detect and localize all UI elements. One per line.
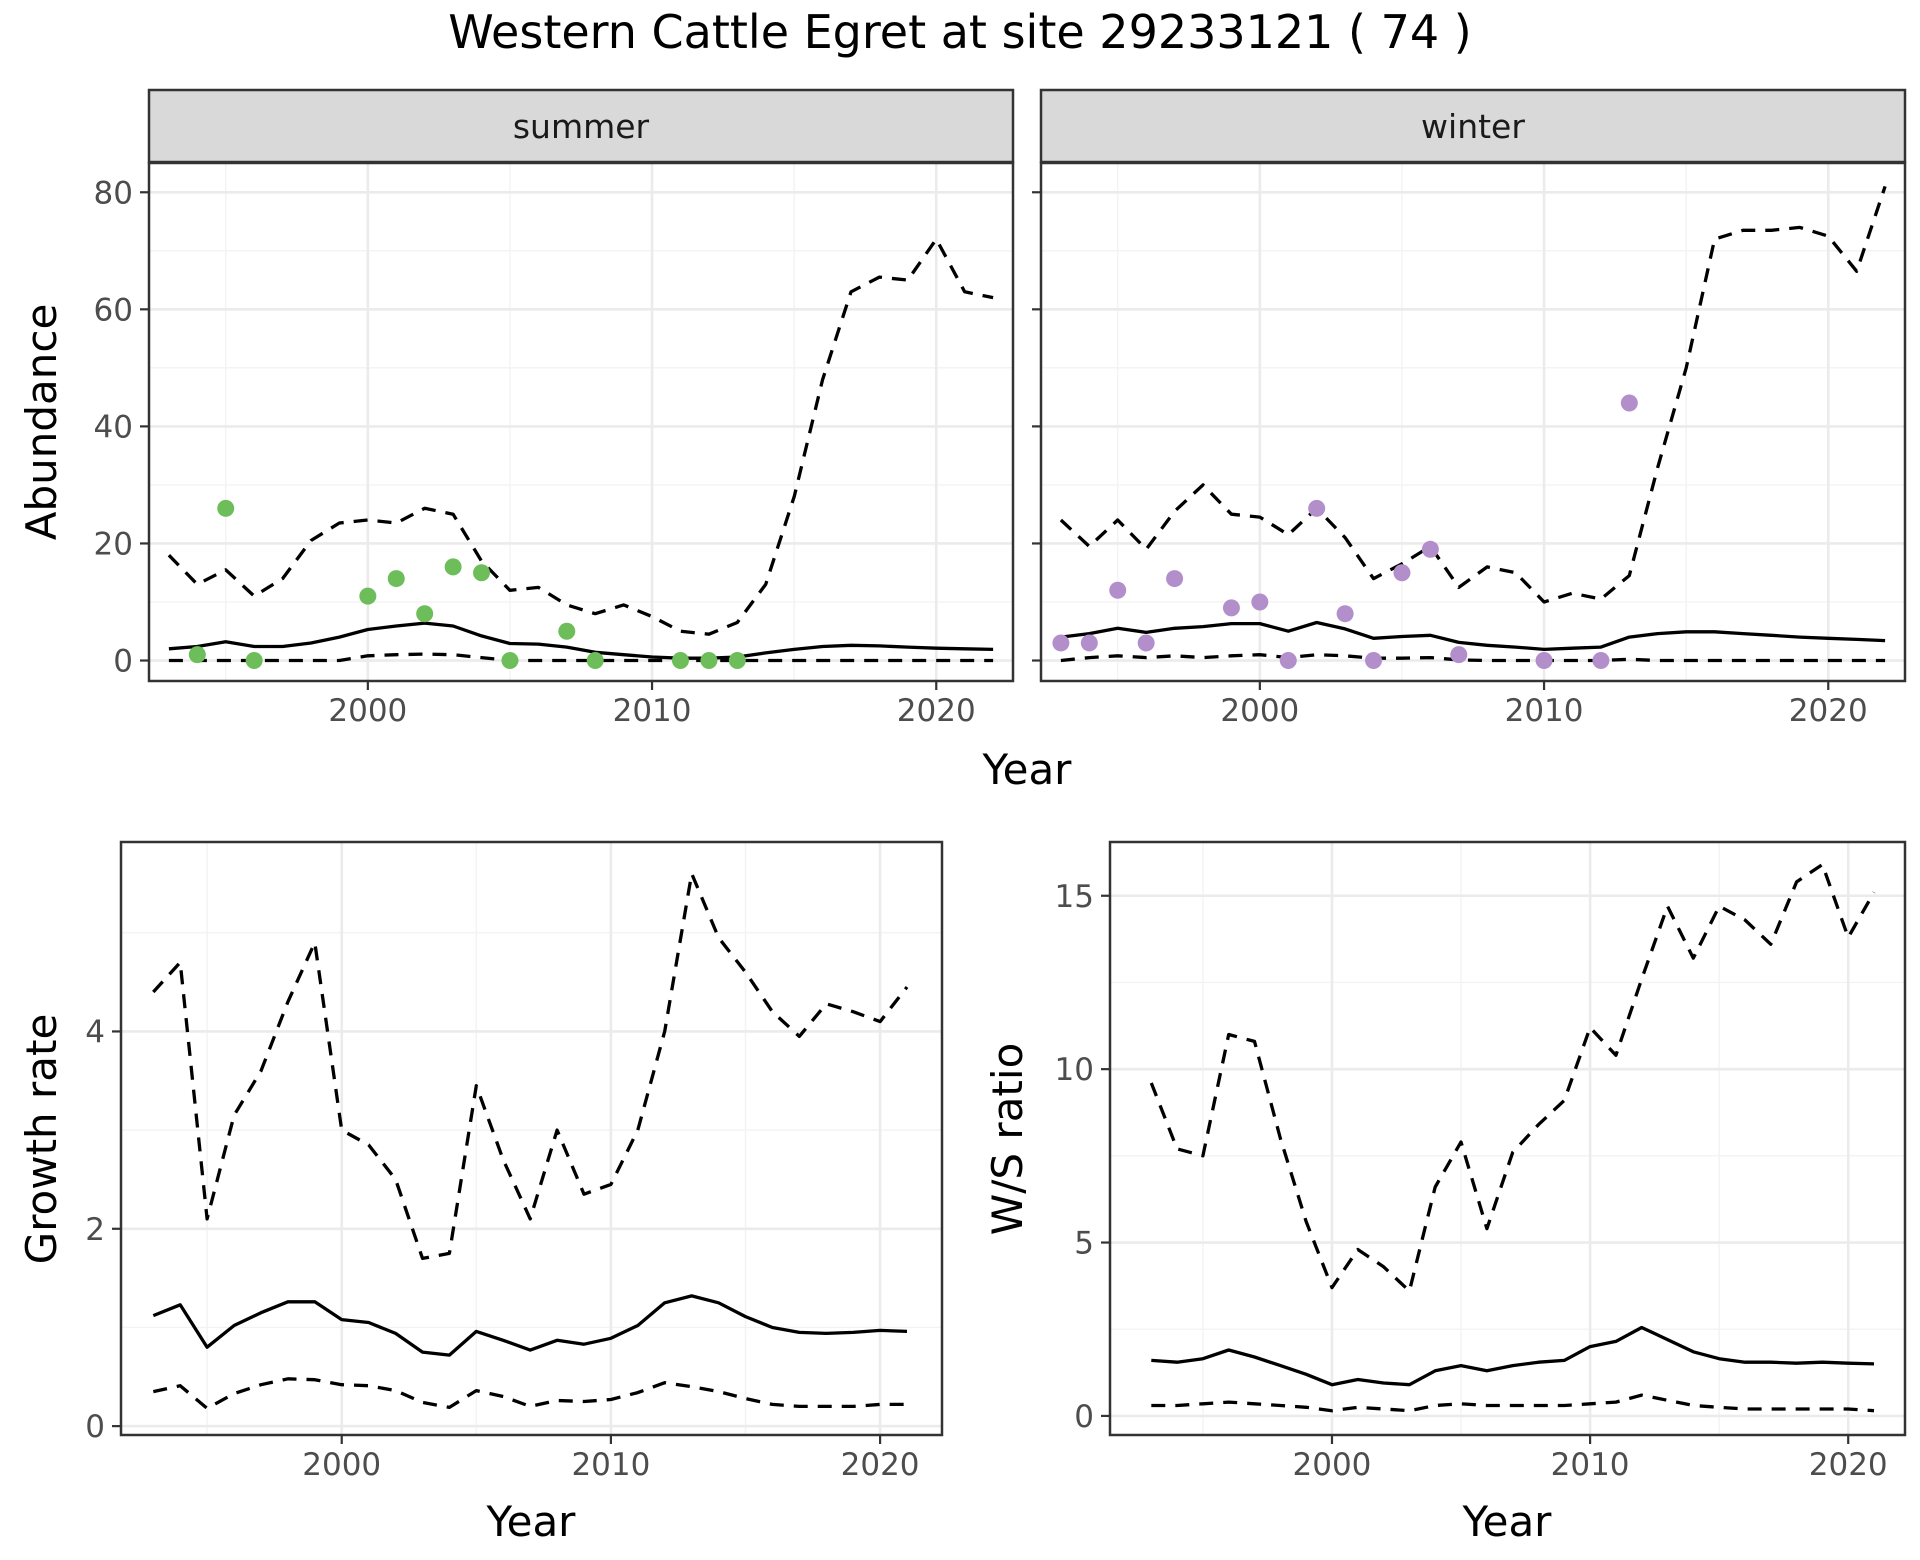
data-point (501, 652, 519, 670)
y-axis-title: W/S ratio (983, 1043, 1032, 1236)
data-point (473, 564, 491, 582)
data-point (1052, 634, 1070, 652)
y-tick-label: 20 (94, 526, 133, 562)
data-point (245, 652, 263, 670)
data-point (1336, 605, 1354, 623)
x-tick-label: 2010 (1505, 693, 1584, 729)
x-tick-label: 2020 (1789, 693, 1868, 729)
x-axis-title: Year (486, 1497, 577, 1546)
data-point (1620, 394, 1638, 412)
y-tick-label: 40 (94, 409, 133, 445)
x-tick-label: 2020 (1809, 1447, 1888, 1483)
panel-border (1108, 840, 1907, 1437)
data-point (558, 622, 576, 640)
growth-rate-chart: 2000 2010 2020 0 2 4 Year Growth rate (17, 840, 944, 1546)
y-tick-label: 5 (1074, 1226, 1094, 1262)
x-tick-label: 2010 (571, 1447, 650, 1483)
data-point (444, 558, 462, 576)
data-point (359, 587, 377, 605)
data-point (1222, 599, 1240, 617)
median-line (1151, 1325, 1875, 1387)
data-point (1592, 652, 1610, 670)
upper-bound-line (167, 237, 994, 636)
y-tick-label: 10 (1055, 1052, 1094, 1088)
y-axis-title: Abundance (17, 304, 66, 541)
median-line (152, 1294, 908, 1357)
data-point (1535, 652, 1553, 670)
data-point (1137, 634, 1155, 652)
panel-summer: 2000 2010 2020 0 20 40 60 80 (94, 161, 1015, 729)
chart-title: Western Cattle Egret at site 29233121 ( … (448, 5, 1471, 59)
lower-bound-line (152, 1377, 907, 1411)
y-tick-label: 80 (94, 175, 133, 211)
data-point (416, 605, 434, 623)
x-axis-title: Year (1462, 1497, 1553, 1546)
data-point (671, 652, 689, 670)
data-point (188, 646, 206, 664)
data-point (1393, 564, 1411, 582)
x-tick-label: 2000 (1220, 693, 1299, 729)
data-point (1080, 634, 1098, 652)
x-tick-label: 2000 (328, 693, 407, 729)
data-point (1421, 540, 1439, 558)
data-point (1450, 646, 1468, 664)
y-axis-title: Growth rate (17, 1014, 66, 1265)
data-point (728, 652, 746, 670)
facet-label-winter: winter (1421, 107, 1525, 146)
x-tick-label: 2020 (897, 693, 976, 729)
abundance-chart: summer 2000 2010 2020 0 20 40 60 80 winter 2000 201… (17, 88, 1907, 794)
data-point (1251, 593, 1269, 611)
x-tick-label: 2000 (1293, 1447, 1372, 1483)
median-line (168, 621, 994, 660)
data-point (700, 652, 718, 670)
data-point (1109, 581, 1127, 599)
y-tick-label: 0 (113, 644, 133, 680)
x-tick-label: 2010 (1551, 1447, 1630, 1483)
data-point (387, 570, 405, 588)
y-tick-label: 0 (85, 1409, 105, 1445)
x-axis-title: Year (982, 745, 1073, 794)
facet-strip-winter (1039, 88, 1907, 164)
data-point (1279, 652, 1297, 670)
upper-bound-line (152, 871, 909, 1261)
data-point (1308, 499, 1326, 517)
panel-winter: 2000 2010 2020 (1032, 161, 1907, 729)
panel-growth-rate: 2000 2010 2020 0 2 4 (85, 840, 944, 1483)
panel-border (119, 840, 944, 1437)
panel-border (1039, 161, 1907, 683)
lower-bound-line (1151, 1393, 1875, 1413)
ws-ratio-chart: 2000 2010 2020 0 5 10 15 Year W/S ratio (983, 840, 1907, 1546)
lower-bound-line (1060, 653, 1886, 663)
y-tick-label: 15 (1055, 879, 1094, 915)
data-point (1365, 652, 1383, 670)
upper-bound-line (1059, 185, 1887, 604)
data-point (586, 652, 604, 670)
y-tick-label: 0 (1074, 1399, 1094, 1435)
data-point (1166, 570, 1184, 588)
panel-ws-ratio: 2000 2010 2020 0 5 10 15 (1055, 840, 1907, 1483)
data-point (217, 499, 235, 517)
median-line (1060, 620, 1886, 652)
upper-bound-line (1149, 862, 1876, 1293)
x-tick-label: 2010 (613, 693, 692, 729)
lower-bound-line (168, 652, 994, 663)
y-tick-label: 4 (85, 1014, 105, 1050)
panel-border (147, 161, 1015, 683)
x-tick-label: 2000 (302, 1447, 381, 1483)
facet-label-summer: summer (513, 107, 650, 146)
facet-strip-summer (147, 88, 1015, 164)
y-tick-label: 60 (94, 292, 133, 328)
y-tick-label: 2 (85, 1212, 105, 1248)
x-tick-label: 2020 (841, 1447, 920, 1483)
